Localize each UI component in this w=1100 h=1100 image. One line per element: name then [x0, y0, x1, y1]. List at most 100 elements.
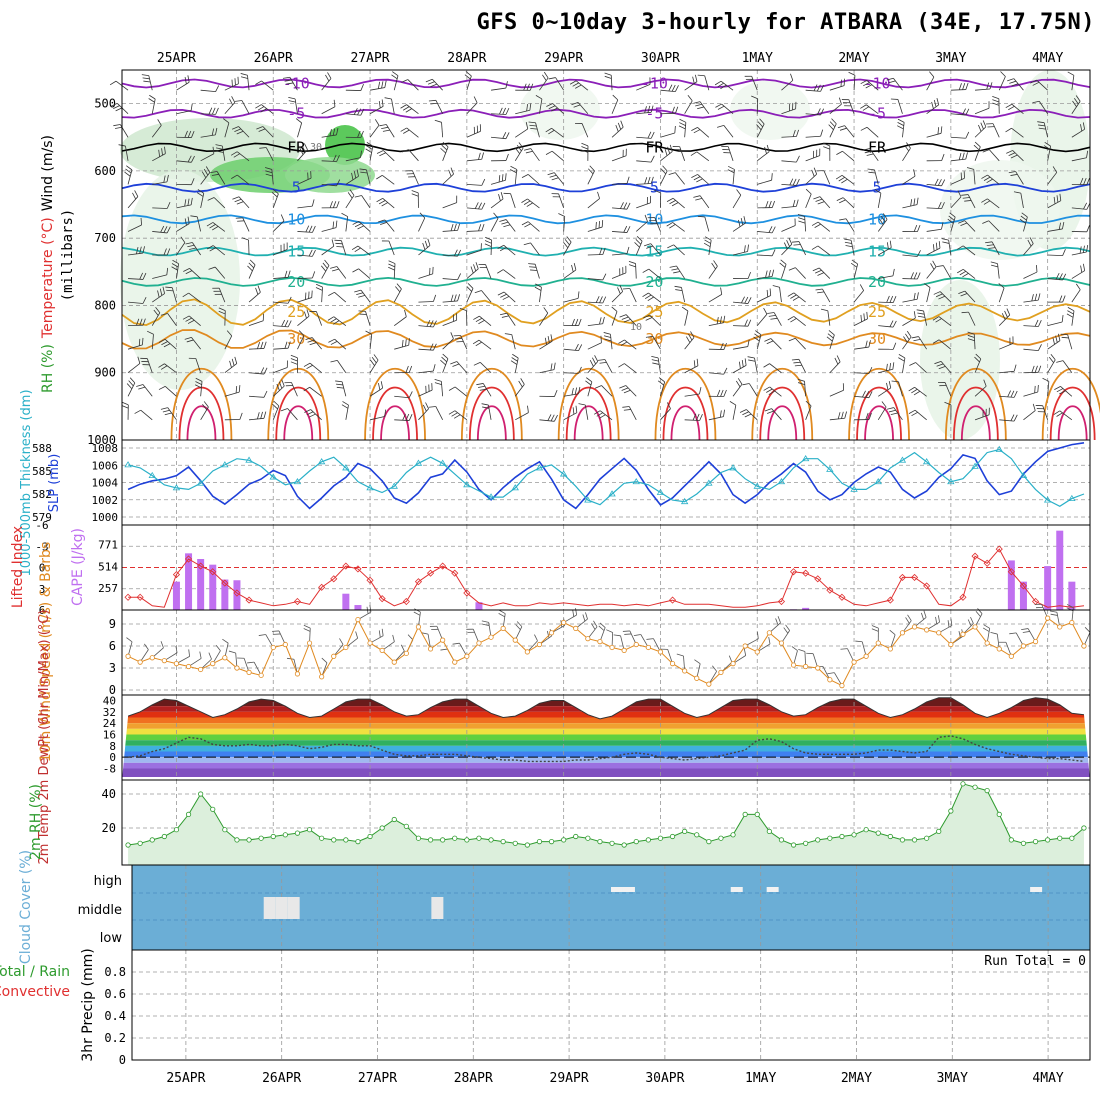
wind-barb-flag: [502, 131, 507, 139]
thickness-marker: [922, 458, 931, 465]
wind-barb-flag: [341, 404, 349, 409]
wind-barb-flag: [189, 247, 197, 250]
wind-barb-flag: [982, 220, 989, 224]
wind-speed-marker: [960, 631, 966, 637]
y-axis-title-part: RH (%): [40, 344, 56, 393]
wind-barb-flag: [652, 362, 660, 365]
wind-barb: [584, 404, 589, 420]
wind-barb-flag: [794, 364, 802, 367]
thickness-marker: [947, 477, 955, 485]
wind-barb-flag: [1072, 100, 1077, 107]
wind-barb-flag: [571, 101, 579, 106]
wind-barb-flag: [305, 337, 313, 341]
wind-barb-flag: [941, 222, 944, 230]
wind-barb-flag: [148, 98, 155, 103]
wind-barb: [454, 386, 468, 397]
wind-barb: [827, 310, 831, 326]
wind-barb-flag: [384, 80, 387, 88]
wind-barb-flag: [498, 175, 501, 183]
wind-barb-flag: [360, 150, 362, 158]
wind-barb-flag: [311, 199, 315, 207]
wind-barb: [675, 172, 685, 185]
wind-barb-flag: [142, 246, 145, 254]
wind-barb-flag: [783, 242, 788, 250]
wind-barb: [539, 419, 555, 422]
wind-barb: [968, 311, 976, 326]
wind-barb-flag: [230, 151, 238, 156]
wind-barb: [964, 290, 976, 303]
wind-barb-flag: [226, 330, 233, 337]
thickness-marker: [535, 464, 544, 471]
cloud-level-high: high: [94, 874, 122, 889]
wind-speed-marker: [282, 641, 288, 648]
wind-barb: [1047, 228, 1063, 232]
wind-barb-flag: [382, 129, 390, 132]
wind-barb-flag: [308, 249, 313, 257]
wind-barb-flag: [634, 242, 640, 248]
wind-barb-flag: [764, 408, 772, 412]
wind-barb-flag: [977, 608, 983, 614]
wind-barb: [1023, 325, 1039, 327]
wind-barb-flag: [917, 250, 921, 257]
wind-barb-flag: [211, 128, 215, 136]
tick-label-temp: -8: [103, 763, 116, 776]
wind-barb-flag: [947, 620, 950, 628]
wind-barb-flag: [481, 620, 489, 623]
wind-barb-flag: [796, 178, 800, 186]
wind-barb-flag: [523, 242, 531, 246]
wind-barb: [756, 313, 768, 326]
wind-barb-flag: [401, 149, 409, 153]
rh-marker: [633, 838, 639, 845]
wind-barb: [575, 80, 589, 91]
wind-barb-flag: [771, 269, 775, 277]
wind-barb: [997, 263, 1000, 279]
wind-barb: [781, 225, 796, 232]
rh-marker: [440, 837, 446, 843]
li-marker: [463, 589, 471, 597]
wind-barb-flag: [427, 238, 431, 246]
wind-barb-flag: [965, 108, 970, 116]
wind-barb-flag: [763, 363, 770, 368]
thickness-marker: [172, 484, 181, 491]
wind-barb: [394, 419, 410, 421]
wind-barb: [624, 339, 637, 350]
slp-line: [127, 442, 1085, 510]
wind-barb-flag: [623, 225, 628, 233]
wind-barb: [321, 183, 337, 187]
wind-barb-flag: [187, 75, 190, 83]
wind-barb: [804, 381, 807, 397]
wind-barb-flag: [396, 283, 402, 290]
wind-barb: [127, 382, 136, 397]
wind-barb-flag: [860, 104, 867, 109]
wind-speed-marker: [597, 638, 603, 645]
wind-barb-flag: [967, 619, 972, 627]
wind-barb: [732, 194, 742, 209]
wind-barb-flag: [967, 338, 975, 342]
wind-barb-flag: [717, 125, 724, 128]
wind-barb: [648, 268, 661, 279]
wind-barb: [773, 312, 782, 326]
wind-barb-flag: [913, 338, 921, 342]
wind-barb-flag: [1050, 354, 1056, 361]
wind-barb: [321, 106, 336, 115]
temp-band: [122, 717, 1090, 724]
wind-barb-flag: [989, 82, 993, 90]
wind-barb: [1023, 299, 1039, 303]
wind-barb-flag: [411, 193, 419, 197]
wind-barb-flag: [357, 225, 364, 230]
wind-barb-flag: [886, 407, 894, 410]
wind-barb: [874, 169, 879, 185]
surface-isotherm-lobe: [573, 405, 604, 441]
wind-barb: [249, 372, 265, 375]
wind-barb-flag: [744, 296, 749, 304]
isotherm-label: 15: [645, 243, 663, 261]
date-label-top: 28APR: [447, 51, 486, 66]
thickness-marker: [874, 477, 882, 485]
wind-barb-flag: [620, 202, 624, 209]
wind-barb: [781, 243, 793, 256]
wind-barb-flag: [578, 386, 581, 394]
wind-barb: [648, 292, 661, 303]
wind-speed-marker: [633, 641, 639, 648]
